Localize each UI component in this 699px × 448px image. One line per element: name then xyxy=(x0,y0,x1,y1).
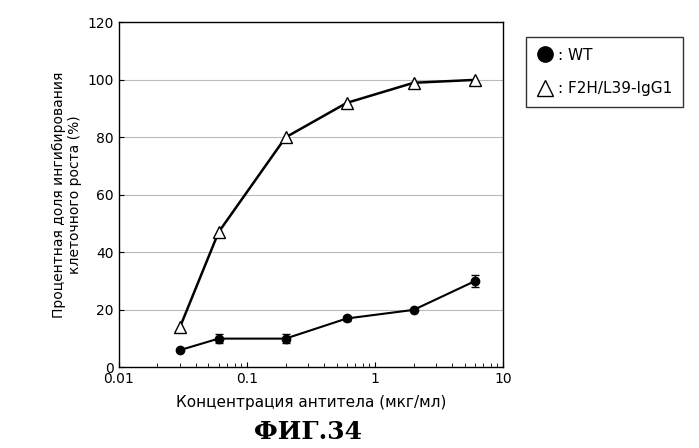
Legend: : WT, : F2H/L39-IgG1: : WT, : F2H/L39-IgG1 xyxy=(526,37,684,107)
Text: ФИГ.34: ФИГ.34 xyxy=(254,419,361,444)
: F2H/L39-IgG1: (0.06, 47): F2H/L39-IgG1: (0.06, 47) xyxy=(215,229,223,235)
: F2H/L39-IgG1: (0.6, 92): F2H/L39-IgG1: (0.6, 92) xyxy=(343,100,351,106)
X-axis label: Концентрация антитела (мкг/мл): Концентрация антитела (мкг/мл) xyxy=(176,395,446,409)
Y-axis label: Процентная доля ингибирования
клеточного роста (%): Процентная доля ингибирования клеточного… xyxy=(52,72,82,318)
: F2H/L39-IgG1: (2, 99): F2H/L39-IgG1: (2, 99) xyxy=(410,80,418,86)
: F2H/L39-IgG1: (0.03, 14): F2H/L39-IgG1: (0.03, 14) xyxy=(175,324,184,330)
Line: : F2H/L39-IgG1: : F2H/L39-IgG1 xyxy=(174,73,481,333)
: F2H/L39-IgG1: (6, 100): F2H/L39-IgG1: (6, 100) xyxy=(470,77,479,82)
: F2H/L39-IgG1: (0.2, 80): F2H/L39-IgG1: (0.2, 80) xyxy=(282,135,290,140)
